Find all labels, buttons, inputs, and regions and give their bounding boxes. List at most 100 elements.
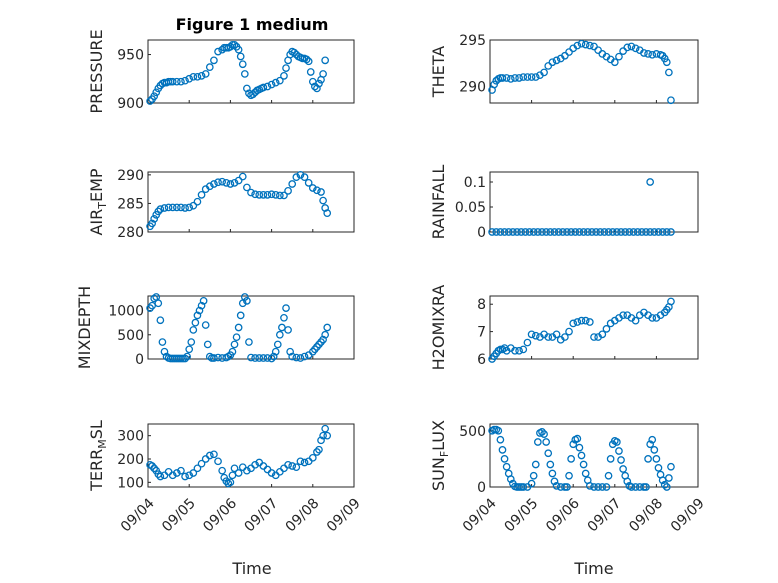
subplot-pressure: 900 950 PRESSURE	[87, 29, 355, 114]
data-point	[273, 340, 282, 349]
data-point	[158, 338, 167, 346]
subplot-rainfall: 0 0.05 0.1 RAINFALL	[429, 165, 699, 241]
y-tick-label: 0	[477, 480, 486, 496]
data-point	[282, 304, 290, 312]
data-point	[308, 184, 317, 192]
y-tick-label: 0	[135, 352, 144, 368]
axes-frame	[147, 295, 355, 360]
figure-title: Figure 1 medium	[176, 15, 329, 34]
x-axis-label-left: Time	[231, 559, 271, 578]
data-point	[323, 431, 332, 440]
data-point	[210, 180, 218, 188]
data-point	[531, 73, 540, 81]
x-axis-label-right: Time	[573, 559, 613, 578]
data-point	[183, 352, 191, 361]
data-point	[300, 352, 309, 361]
data-point	[243, 296, 251, 305]
data-point	[523, 73, 532, 81]
y-axis-label: MIXDEPTH	[75, 286, 94, 369]
data-point	[156, 472, 165, 481]
data-point	[561, 333, 569, 341]
data-point	[642, 228, 650, 236]
data-point	[490, 80, 499, 89]
data-point	[226, 180, 235, 188]
data-point	[529, 471, 538, 480]
data-point	[531, 331, 540, 340]
data-point	[542, 438, 551, 446]
data-point	[592, 228, 600, 236]
y-tick-label: 0.05	[455, 200, 486, 216]
data-point	[567, 455, 575, 463]
data-point	[267, 469, 276, 477]
data-point	[602, 325, 611, 333]
data-point	[660, 480, 669, 489]
data-point	[288, 352, 297, 361]
data-point	[243, 84, 251, 93]
data-point	[315, 79, 323, 88]
data-point	[617, 228, 625, 236]
data-point	[230, 40, 239, 49]
data-point	[193, 464, 202, 473]
data-point	[205, 451, 214, 460]
data-point	[189, 72, 198, 81]
data-point	[554, 228, 563, 236]
data-point	[271, 78, 280, 87]
data-point	[608, 228, 617, 236]
data-point	[558, 228, 567, 236]
data-point	[550, 477, 559, 486]
data-point	[210, 354, 218, 362]
data-point	[306, 68, 315, 76]
data-point	[538, 428, 546, 436]
data-point	[629, 228, 638, 236]
data-point	[181, 354, 189, 363]
data-point	[498, 446, 507, 454]
data-point	[148, 219, 156, 228]
data-point	[527, 330, 536, 339]
data-point	[552, 330, 561, 339]
data-point	[154, 299, 163, 308]
data-point	[284, 460, 292, 469]
data-point	[160, 347, 169, 356]
data-point	[243, 183, 251, 192]
data-point	[251, 460, 259, 469]
data-point	[199, 296, 208, 305]
y-tick-label: 950	[117, 48, 144, 64]
data-point	[255, 354, 264, 362]
data-point	[542, 228, 551, 236]
data-point	[296, 457, 305, 466]
y-tick-label: 1000	[108, 304, 144, 320]
data-point	[234, 45, 243, 54]
y-axis-label: THETA	[429, 46, 448, 98]
subplot-theta: 290 295 THETA	[429, 33, 699, 105]
y-tick-label: 900	[117, 96, 144, 112]
data-point	[152, 88, 161, 97]
data-point	[187, 338, 196, 346]
data-point	[652, 455, 661, 463]
data-point	[579, 460, 588, 469]
data-point	[319, 196, 327, 205]
data-point	[267, 354, 276, 363]
data-point	[602, 483, 611, 491]
data-point	[201, 321, 210, 329]
data-point	[606, 455, 615, 463]
data-point	[321, 330, 330, 339]
data-point	[280, 72, 288, 80]
data-point	[600, 228, 609, 236]
data-point	[498, 74, 507, 82]
data-point	[644, 455, 652, 463]
data-point	[238, 60, 247, 69]
data-point	[275, 191, 284, 200]
data-point	[292, 173, 301, 181]
data-point	[590, 333, 598, 341]
data-point	[658, 228, 667, 236]
data-point	[502, 74, 511, 82]
data-point	[302, 55, 311, 64]
data-point	[646, 440, 655, 449]
data-point	[650, 446, 659, 454]
data-point	[181, 472, 189, 481]
data-point	[156, 205, 165, 213]
data-point	[214, 457, 222, 466]
data-point	[195, 306, 204, 315]
data-point	[150, 215, 159, 223]
data-point	[160, 204, 169, 212]
